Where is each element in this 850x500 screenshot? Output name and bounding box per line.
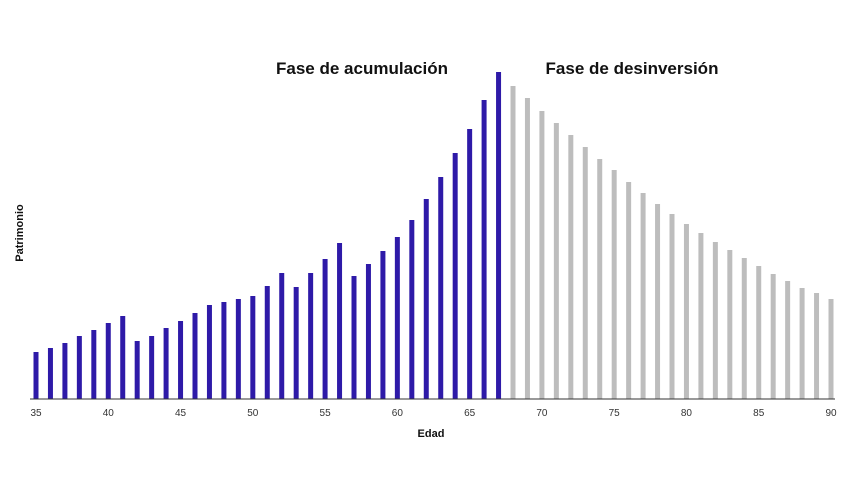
x-tick-85: 85	[753, 408, 765, 419]
bar-accumulation-38	[76, 336, 82, 399]
bar-divestment-79	[669, 214, 675, 399]
bar-divestment-70	[539, 111, 545, 399]
bar-accumulation-41	[120, 316, 126, 399]
x-tick-90: 90	[825, 408, 837, 419]
bar-accumulation-43	[149, 336, 155, 399]
x-tick-60: 60	[392, 408, 404, 419]
bar-divestment-87	[785, 281, 791, 399]
bar-accumulation-35	[33, 352, 39, 399]
bar-divestment-73	[582, 147, 588, 399]
bar-accumulation-66	[481, 100, 487, 399]
bar-divestment-78	[655, 204, 661, 399]
bars-group	[33, 72, 834, 399]
bar-divestment-74	[597, 159, 603, 399]
bar-divestment-71	[553, 123, 559, 399]
bar-accumulation-47	[206, 305, 212, 399]
x-tick-labels: 35 40 45 50 55 60 65 70 75 80 85 90	[30, 408, 837, 419]
x-tick-70: 70	[536, 408, 548, 419]
bar-accumulation-48	[221, 302, 227, 399]
bar-accumulation-44	[163, 328, 169, 399]
bar-accumulation-39	[91, 330, 97, 399]
x-tick-50: 50	[247, 408, 259, 419]
bar-accumulation-60	[394, 237, 400, 399]
bar-accumulation-53	[293, 287, 299, 399]
bar-divestment-86	[770, 274, 776, 399]
bar-accumulation-65	[467, 129, 473, 399]
bar-accumulation-45	[178, 321, 184, 399]
bar-divestment-89	[814, 293, 820, 399]
bar-accumulation-37	[62, 343, 68, 399]
bar-divestment-84	[741, 258, 747, 399]
bar-accumulation-54	[308, 273, 314, 399]
bar-accumulation-61	[409, 220, 415, 399]
accumulation-phase-label: Fase de acumulación	[276, 59, 448, 78]
y-axis-title: Patrimonio	[14, 204, 26, 262]
bar-accumulation-36	[47, 348, 53, 399]
bar-accumulation-59	[380, 251, 386, 399]
bar-divestment-69	[524, 98, 530, 399]
bar-divestment-72	[568, 135, 574, 399]
bar-divestment-76	[626, 182, 632, 399]
bar-divestment-90	[828, 299, 834, 399]
x-tick-55: 55	[320, 408, 332, 419]
bar-accumulation-64	[452, 153, 458, 399]
x-tick-45: 45	[175, 408, 187, 419]
bar-divestment-77	[640, 193, 646, 399]
x-tick-75: 75	[609, 408, 621, 419]
bar-divestment-81	[698, 233, 704, 399]
bar-divestment-68	[510, 86, 516, 399]
bar-accumulation-50	[250, 296, 256, 399]
x-axis-title: Edad	[418, 428, 445, 440]
x-tick-35: 35	[30, 408, 42, 419]
bar-accumulation-49	[235, 299, 241, 399]
x-tick-40: 40	[103, 408, 115, 419]
bar-accumulation-51	[264, 286, 270, 399]
bar-accumulation-40	[105, 323, 111, 399]
bar-divestment-85	[756, 266, 762, 399]
bar-accumulation-46	[192, 313, 198, 399]
x-tick-65: 65	[464, 408, 476, 419]
divestment-phase-label: Fase de desinversión	[546, 59, 719, 78]
bar-accumulation-52	[279, 273, 285, 399]
bar-divestment-75	[611, 170, 617, 399]
bar-accumulation-57	[351, 276, 357, 399]
x-tick-80: 80	[681, 408, 693, 419]
bar-accumulation-56	[337, 243, 343, 399]
bar-accumulation-55	[322, 259, 328, 399]
bar-divestment-88	[799, 288, 805, 399]
bar-divestment-83	[727, 250, 733, 399]
bar-accumulation-42	[134, 341, 140, 399]
bar-accumulation-58	[365, 264, 371, 399]
bar-accumulation-63	[438, 177, 444, 399]
bar-accumulation-62	[423, 199, 429, 399]
bar-divestment-82	[712, 242, 718, 399]
bar-divestment-80	[683, 224, 689, 399]
bar-accumulation-67	[496, 72, 502, 399]
